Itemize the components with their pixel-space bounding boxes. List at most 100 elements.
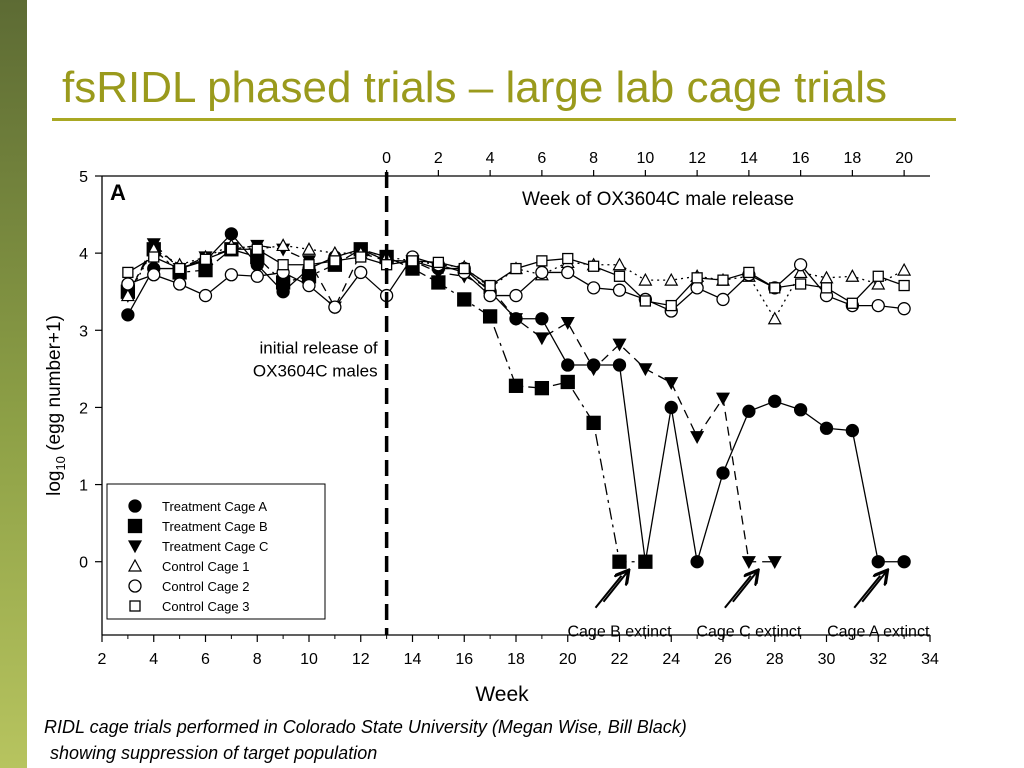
x-tick-label: 28 — [766, 651, 784, 668]
y-tick-label: 0 — [79, 555, 88, 572]
slide-caption: RIDL cage trials performed in Colorado S… — [44, 714, 687, 766]
data-point — [664, 400, 678, 415]
legend-entry: Treatment Cage B — [162, 519, 268, 534]
y-tick-label: 5 — [79, 169, 88, 186]
data-point — [612, 358, 627, 372]
data-point — [794, 278, 807, 290]
data-point — [302, 278, 316, 293]
x-tick-label: 8 — [253, 651, 262, 668]
data-point — [871, 276, 886, 290]
data-point — [716, 466, 730, 480]
data-point — [612, 283, 627, 297]
legend-box — [106, 483, 326, 620]
data-point — [665, 299, 677, 312]
y-tick-label: 1 — [79, 478, 88, 495]
data-point — [509, 288, 523, 303]
annotation-layer: initial release of OX3604C males Cage B ex… — [253, 172, 930, 641]
data-point — [871, 298, 885, 313]
data-point — [457, 292, 472, 307]
data-point — [612, 338, 627, 352]
data-point — [664, 377, 679, 390]
data-point — [482, 309, 498, 324]
data-point — [329, 255, 341, 267]
x-tick-label: 10 — [300, 651, 318, 668]
data-point — [871, 555, 885, 569]
data-point — [741, 556, 756, 569]
series-control-cage-2 — [121, 250, 911, 318]
top-tick-label: 12 — [688, 150, 706, 167]
y-tick-label: 3 — [79, 323, 88, 340]
caption-line-1: RIDL cage trials performed in Colorado S… — [44, 717, 687, 737]
data-point — [690, 281, 704, 295]
data-point — [793, 265, 808, 279]
data-point — [303, 259, 315, 271]
data-point — [508, 378, 524, 393]
data-point — [664, 272, 679, 286]
top-tick-label: 18 — [843, 150, 861, 167]
data-point — [535, 265, 549, 280]
release-annotation-text: OX3604C males — [253, 361, 378, 380]
data-point — [872, 270, 884, 282]
data-point — [328, 300, 342, 314]
data-point — [277, 259, 289, 271]
data-point — [534, 332, 549, 346]
legend-entry: Treatment Cage A — [162, 499, 267, 514]
data-point — [120, 288, 135, 302]
legend-marker — [127, 558, 143, 572]
data-point — [562, 252, 574, 265]
data-point — [767, 556, 782, 569]
data-point — [743, 266, 755, 279]
data-point — [121, 277, 135, 291]
data-point — [276, 238, 291, 252]
data-point — [898, 279, 910, 292]
data-point — [508, 313, 524, 326]
data-point — [458, 262, 470, 275]
top-axis-title: Week of OX3604C male release — [522, 189, 794, 210]
y-axis-label: log10 (egg number+1) — [44, 315, 68, 496]
slide-sidebar-bar — [0, 0, 27, 768]
data-point — [897, 262, 912, 276]
extinct-arrow — [732, 572, 757, 603]
top-tick-label: 14 — [740, 150, 758, 167]
data-point — [561, 265, 575, 280]
x-tick-label: 22 — [611, 651, 629, 668]
data-point — [147, 268, 161, 282]
data-point — [198, 262, 213, 278]
data-point — [845, 269, 860, 282]
panel-label: A — [110, 180, 126, 205]
x-tick-label: 16 — [455, 651, 473, 668]
data-point — [510, 262, 522, 275]
data-point — [121, 308, 135, 322]
top-tick-label: 6 — [537, 150, 546, 167]
x-tick-label: 20 — [559, 651, 577, 668]
data-point — [198, 288, 213, 303]
data-point — [691, 272, 703, 284]
top-tick-label: 2 — [434, 150, 443, 167]
data-point — [717, 274, 729, 286]
extinct-arrow-tail — [724, 575, 752, 609]
data-point — [225, 243, 238, 255]
data-point — [224, 268, 239, 282]
x-tick-label: 18 — [507, 651, 525, 668]
data-point — [432, 256, 445, 269]
data-point — [536, 255, 548, 267]
top-tick-label: 8 — [589, 150, 598, 167]
data-point — [301, 242, 317, 255]
x-axis-label: Week — [475, 683, 529, 706]
data-point — [716, 292, 730, 307]
title-underline — [52, 118, 956, 121]
data-point — [742, 404, 756, 418]
x-tick-label: 26 — [714, 651, 732, 668]
data-point — [845, 423, 860, 438]
data-point — [767, 311, 782, 325]
x-tick-label: 24 — [662, 651, 680, 668]
top-tick-label: 10 — [636, 150, 654, 167]
extinct-arrow-tail — [594, 575, 623, 609]
slide-title: fsRIDL phased trials – large lab cage tr… — [62, 63, 887, 112]
extinct-label: Cage C extinct — [696, 624, 801, 641]
x-tick-label: 30 — [818, 651, 836, 668]
data-point — [173, 262, 186, 275]
data-point — [199, 253, 212, 265]
data-point — [612, 257, 627, 271]
x-tick-label: 14 — [404, 651, 422, 668]
